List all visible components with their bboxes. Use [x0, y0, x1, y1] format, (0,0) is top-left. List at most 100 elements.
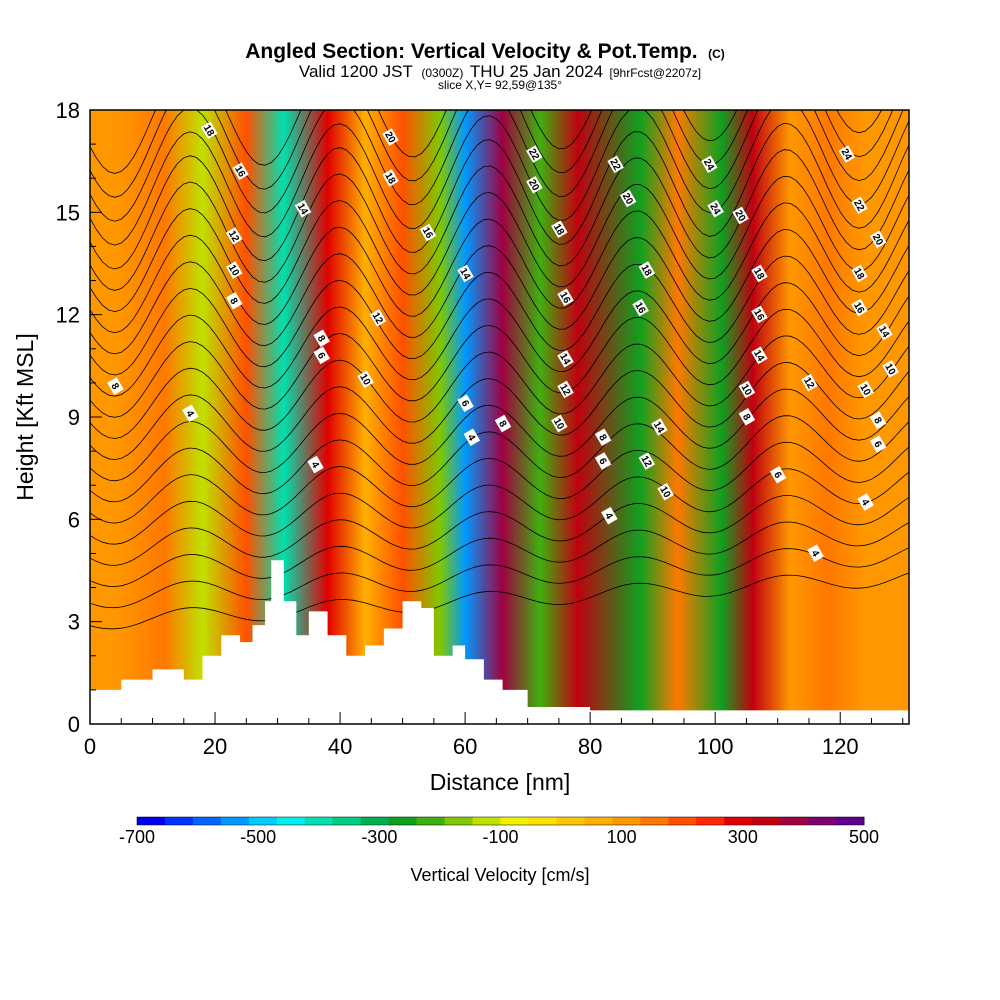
contour-label: 8: [313, 329, 330, 348]
contour-label-text: 8: [496, 419, 509, 430]
colorbar-swatch: [472, 817, 501, 825]
contour-label-bg: [594, 452, 612, 470]
contour-label: 10: [226, 261, 243, 279]
colorbar-tick-label: 500: [849, 827, 879, 847]
contour-label-text: 16: [632, 300, 647, 316]
isentrope-line: [90, 255, 909, 376]
contour-label: 14: [557, 349, 574, 368]
colorbar-tick-label: 300: [728, 827, 758, 847]
contour-label: 16: [851, 298, 868, 317]
contour-label-text: 10: [739, 382, 754, 398]
isentrope-line: [90, 282, 909, 397]
isentrope-line: [90, 110, 894, 198]
colorbar-swatch: [360, 817, 390, 825]
valid-time-line: Valid 1200 JST (0300Z) THU 25 Jan 2024 […: [299, 62, 701, 81]
contour-label-text: 20: [620, 191, 635, 207]
vertical-velocity-field: [90, 110, 909, 724]
contour-label-bg: [869, 230, 887, 249]
colorbar-swatch: [668, 817, 697, 825]
title-main: Angled Section: Vertical Velocity & Pot.…: [245, 40, 697, 63]
colorbar-swatch: [164, 817, 194, 825]
contour-label-bg: [557, 288, 574, 307]
contour-label-bg: [557, 380, 574, 399]
contour-label-bg: [769, 465, 787, 484]
y-tick-label: 9: [68, 405, 80, 430]
contour-label-text: 20: [526, 178, 541, 194]
colorbar-tick-label: -500: [240, 827, 276, 847]
colorbar-swatch: [388, 817, 418, 825]
x-tick-label: 60: [453, 734, 477, 759]
forecast-info: [9hrFcst@2207z]: [610, 66, 702, 80]
potential-temperature-contours: [90, 110, 909, 630]
contour-label-bg: [701, 155, 718, 174]
isentrope-line: [90, 362, 909, 461]
contour-label-text: 12: [638, 454, 653, 470]
colorbar-tick-label: 100: [607, 827, 637, 847]
chart-title: Angled Section: Vertical Velocity & Pot.…: [245, 40, 725, 63]
colorbar-swatch: [528, 817, 557, 825]
isentrope-line: [90, 110, 904, 222]
isentrope-line: [90, 149, 909, 291]
colorbar-tick-label: -100: [482, 827, 518, 847]
contour-label-text: 10: [226, 263, 241, 279]
contour-label-bg: [526, 175, 543, 194]
contour-label: 8: [107, 377, 124, 395]
colorbar-swatch: [276, 817, 306, 825]
isentrope-line: [90, 388, 909, 482]
contour-label-bg: [869, 435, 887, 453]
isentrope-line: [90, 110, 882, 174]
isentrope-line: [90, 495, 909, 566]
terrain-profile: [90, 560, 909, 724]
contour-label: 18: [200, 121, 218, 140]
contour-label-bg: [619, 189, 637, 208]
colorbar-swatch: [584, 817, 613, 825]
contour-label: 12: [225, 227, 243, 245]
contour-label-text: 4: [809, 548, 822, 559]
x-tick-label: 20: [203, 734, 227, 759]
slice-info: slice X,Y= 92,59@135°: [438, 78, 562, 92]
contour-label: 18: [751, 264, 768, 283]
contour-label-text: 6: [596, 456, 609, 467]
x-axis-ticks: 0 20 40 60 80 100 120: [84, 712, 904, 759]
contour-label-text: 12: [226, 229, 241, 245]
contour-label-bg: [851, 264, 868, 283]
contour-label-text: 18: [638, 263, 653, 279]
isentrope-line: [90, 229, 909, 355]
contour-label-bg: [551, 220, 568, 238]
colorbar-swatch: [696, 817, 725, 825]
contour-label-bg: [882, 360, 899, 378]
isentrope-line: [90, 110, 909, 246]
colorbar: -700 -500 -300 -100 100 300 500: [119, 816, 879, 847]
contour-label-text: 24: [707, 202, 722, 218]
x-tick-label: 40: [328, 734, 352, 759]
contour-label: 22: [526, 145, 543, 163]
contour-label-bg: [225, 227, 243, 245]
contour-label-bg: [638, 452, 656, 470]
contour-label-text: 4: [309, 460, 322, 471]
contour-label-bg: [807, 544, 824, 562]
contour-label-text: 14: [457, 266, 472, 282]
contour-label: 10: [551, 414, 568, 433]
contour-label: 20: [382, 128, 399, 146]
contour-label-bg: [738, 407, 756, 426]
contour-label-bg: [225, 291, 243, 310]
contour-label-text: 20: [870, 232, 885, 248]
contour-label: 10: [739, 380, 756, 399]
contour-label: 14: [751, 346, 768, 365]
contour-label-bg: [751, 305, 768, 324]
contour-label-bg: [382, 128, 399, 146]
x-tick-label: 120: [822, 734, 859, 759]
contour-label-text: 6: [315, 351, 328, 362]
contour-label: 6: [313, 346, 330, 365]
contour-label-text: 8: [227, 296, 240, 307]
contour-label-bg: [294, 199, 312, 218]
contour-label: 22: [607, 155, 624, 174]
contour-label: 14: [457, 264, 474, 283]
isentrope-line: [90, 521, 909, 587]
contour-label-bg: [357, 370, 374, 389]
contour-label-bg: [457, 394, 474, 412]
contour-label: 22: [851, 196, 868, 215]
contour-label-bg: [382, 169, 399, 187]
isentrope-line: [90, 572, 909, 630]
contour-label-bg: [200, 121, 218, 140]
